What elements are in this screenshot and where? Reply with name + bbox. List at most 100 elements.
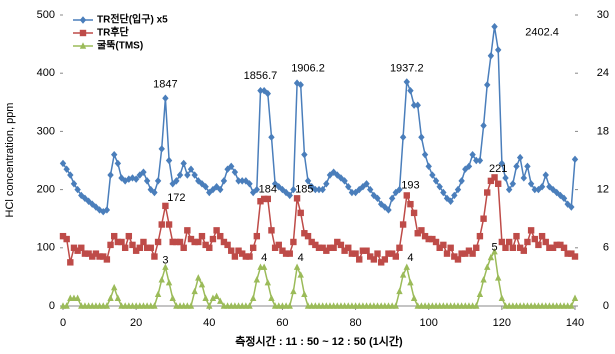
marker [436,182,443,191]
marker [363,180,370,188]
marker [491,22,498,31]
marker [505,185,513,194]
marker [370,256,378,263]
marker [224,241,231,249]
marker [151,188,158,197]
marker [100,253,107,260]
marker [143,244,151,251]
marker [301,150,308,159]
x-tick-label: 40 [203,317,215,329]
marker [516,244,524,251]
marker [78,244,85,251]
marker [381,256,389,263]
marker [447,197,454,205]
marker [271,180,279,188]
marker [293,195,301,202]
marker [469,250,476,257]
marker [107,241,114,249]
marker [319,185,326,194]
marker [257,198,264,205]
marker [429,235,436,243]
marker [341,177,348,185]
marker [348,250,356,257]
marker [363,247,370,254]
marker [176,171,184,179]
marker [564,200,571,208]
marker [70,244,78,251]
marker [213,292,220,299]
marker [531,185,538,194]
marker [59,232,67,240]
marker [213,227,220,234]
x-tick-label: 0 [60,317,66,329]
marker [498,159,506,168]
y-tick-label: 100 [37,242,55,254]
marker [96,253,103,260]
marker [359,247,367,254]
marker [151,253,158,260]
marker [242,177,250,185]
marker [158,221,165,228]
marker [275,182,282,191]
annotation: 1856.7 [244,70,278,82]
marker [180,159,187,168]
marker [436,244,443,251]
marker [568,203,575,211]
legend-label: TR후단 [97,26,130,39]
marker [315,185,323,194]
marker [286,302,293,309]
marker [571,253,579,260]
marker [297,271,304,278]
marker [568,250,575,257]
marker [202,241,209,249]
marker [469,150,476,159]
marker [169,180,176,188]
marker [198,232,206,240]
marker [264,279,271,286]
marker [228,247,235,254]
marker [451,191,458,200]
marker [330,244,337,251]
marker [495,180,502,187]
marker [542,171,549,179]
marker [432,177,440,185]
y-axis-label: HCl concentration, ppm [4,103,16,218]
marker [79,16,87,24]
marker [268,294,275,301]
marker [209,235,217,243]
annotation: 1847 [153,79,177,91]
marker [524,238,531,246]
marker [440,188,447,197]
marker [367,253,374,260]
y2-tick-label: 30 [597,9,609,21]
marker [162,202,169,210]
marker [275,241,282,249]
marker [546,182,553,191]
y-tick-label: 0 [49,300,55,312]
annotation: 2402.4 [525,26,559,38]
y-tick-label: 500 [37,9,55,21]
marker [191,171,198,179]
marker [304,177,312,185]
marker [385,250,392,257]
marker [484,189,491,196]
marker [107,294,114,301]
legend-label: 굴뚝(TMS) [97,40,143,52]
marker [414,101,421,109]
marker [217,185,224,194]
marker [516,153,524,162]
marker [553,241,560,249]
marker [74,247,81,254]
marker [487,253,495,261]
marker [410,209,418,217]
marker [509,244,517,251]
marker [308,182,315,191]
marker [319,244,326,251]
marker [527,180,535,188]
marker [158,145,165,153]
marker [403,263,410,270]
x-tick-label: 140 [566,317,584,329]
annotation: 184 [259,184,277,196]
marker [432,238,440,246]
